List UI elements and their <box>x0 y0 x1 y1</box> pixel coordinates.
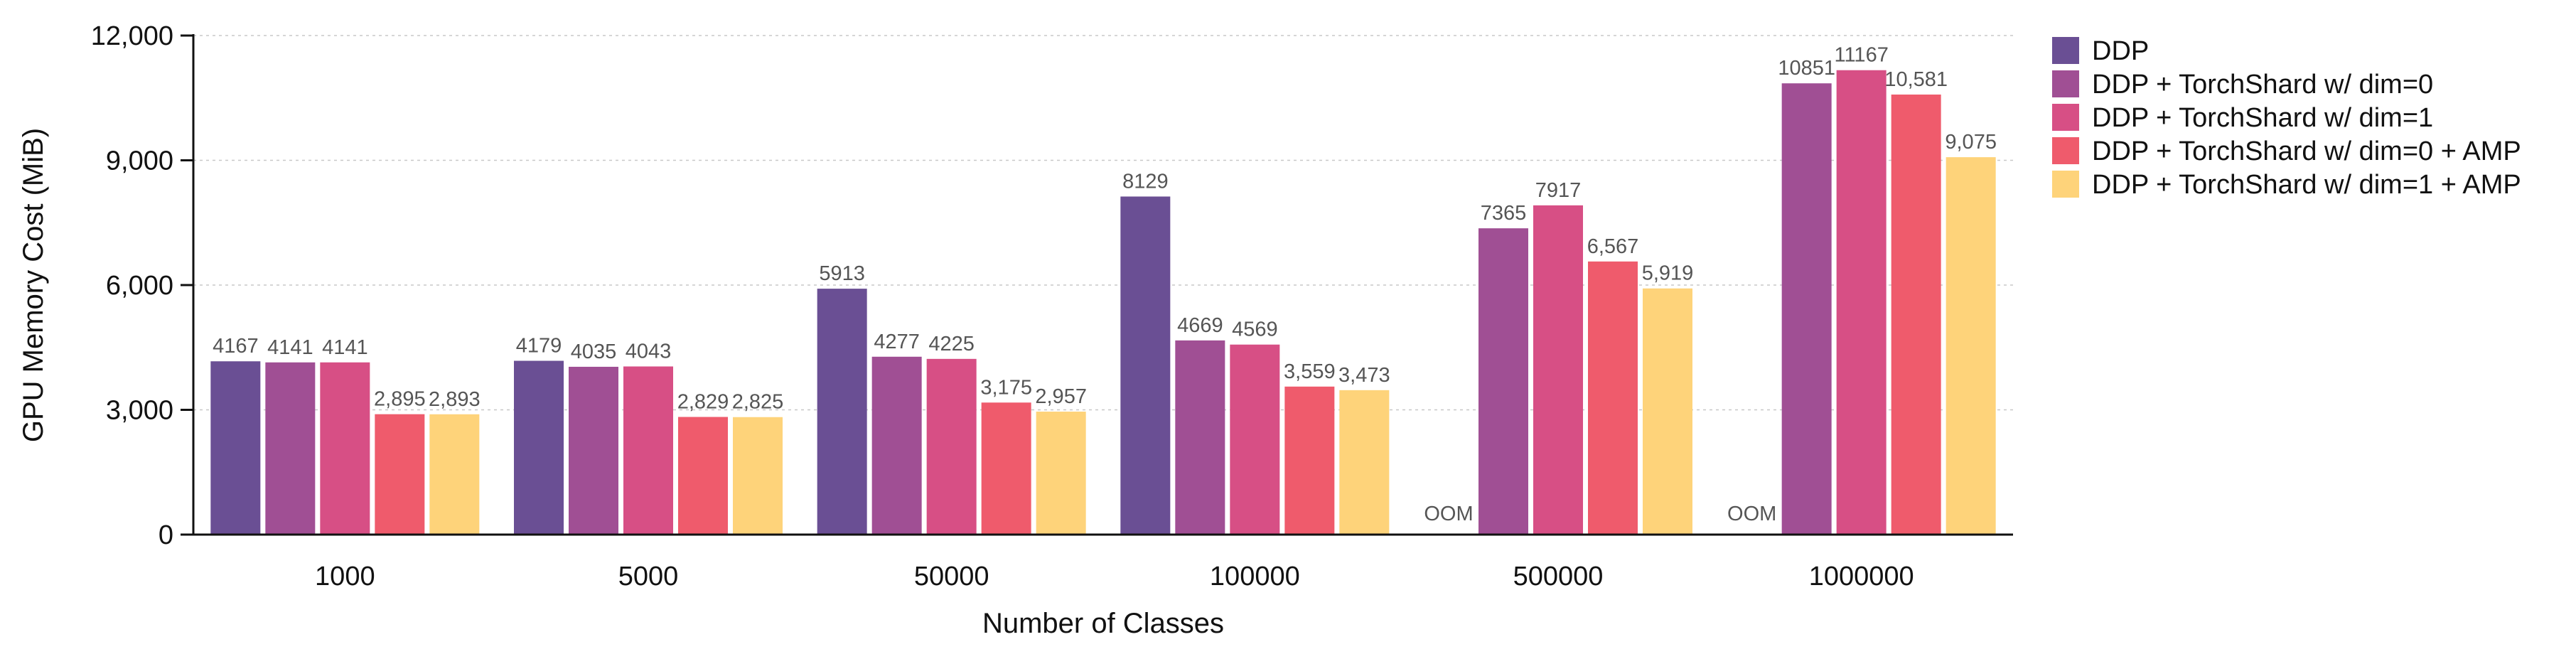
bar-value-label: 2,825 <box>732 391 784 414</box>
bar-value-label: 8129 <box>1122 170 1169 193</box>
bar-value-label: 3,559 <box>1284 360 1336 383</box>
bar-value-label: 4141 <box>322 336 368 359</box>
bar <box>733 417 783 535</box>
bar <box>1588 261 1638 535</box>
bar <box>926 358 977 535</box>
x-axis-ticks: 1000 5000 50000 100000 500000 1000000 <box>315 562 1914 591</box>
bar-value-label: 4569 <box>1232 318 1278 341</box>
bar <box>210 361 261 535</box>
y-tick-label: 6,000 <box>106 271 173 301</box>
bar-value-label: 2,893 <box>429 388 481 411</box>
x-tick-label: 1000 <box>315 562 375 591</box>
bar <box>1478 228 1528 535</box>
bar <box>265 362 316 535</box>
bar <box>569 366 618 535</box>
bars <box>210 70 1996 535</box>
x-tick-label: 50000 <box>914 562 989 591</box>
bar <box>817 289 867 535</box>
legend-label: DDP + TorchShard w/ dim=0 <box>2092 70 2433 100</box>
oom-label: OOM <box>1424 503 1473 525</box>
bar <box>429 414 480 535</box>
bar-value-label: 4277 <box>874 331 920 353</box>
bar <box>1284 386 1335 535</box>
legend-swatch <box>2052 37 2079 64</box>
legend-swatch <box>2052 70 2079 97</box>
y-axis-title: GPU Memory Cost (MiB) <box>18 128 49 442</box>
bar <box>1230 344 1280 535</box>
oom-label: OOM <box>1727 503 1776 525</box>
bar-value-label: 4141 <box>267 336 313 359</box>
bar-value-label: 10,581 <box>1884 68 1948 91</box>
x-tick-label: 5000 <box>618 562 679 591</box>
bar <box>871 356 922 535</box>
bar-value-label: 10851 <box>1778 57 1835 80</box>
bar-value-label: 3,175 <box>980 376 1032 399</box>
bar <box>320 362 370 535</box>
bar <box>1120 196 1171 535</box>
bar-value-label: 4179 <box>516 335 562 358</box>
legend-label: DDP + TorchShard w/ dim=1 + AMP <box>2092 170 2521 200</box>
bar <box>1891 95 1941 535</box>
bar-value-label: 6,567 <box>1587 235 1639 258</box>
bar <box>514 360 564 535</box>
bar-value-label: 2,829 <box>677 391 729 414</box>
legend-label: DDP <box>2092 36 2149 66</box>
x-tick-label: 100000 <box>1210 562 1300 591</box>
bar-value-label: 4043 <box>626 340 672 363</box>
bar-value-label: 11167 <box>1834 44 1888 67</box>
bar-value-label: 4167 <box>213 335 259 358</box>
x-tick-label: 500000 <box>1513 562 1604 591</box>
bar <box>1946 157 1996 535</box>
x-tick-label: 1000000 <box>1809 562 1914 591</box>
bar <box>1175 340 1225 535</box>
y-tick-label: 0 <box>159 520 173 550</box>
bar-value-label: 7917 <box>1535 179 1582 202</box>
gridlines <box>193 35 2015 411</box>
legend-swatch <box>2052 171 2079 198</box>
bar <box>1781 83 1832 535</box>
bar-value-label: 2,895 <box>374 388 426 411</box>
legend-swatch <box>2052 104 2079 131</box>
bar-value-label: 9,075 <box>1945 131 1997 154</box>
bar-value-label: 7365 <box>1481 202 1527 225</box>
bar <box>375 414 425 535</box>
bar-value-label: 5913 <box>819 262 865 285</box>
bar <box>1836 70 1887 535</box>
bar <box>1036 412 1086 535</box>
bar <box>1643 288 1692 535</box>
bar-value-label: 3,473 <box>1338 364 1390 387</box>
legend-swatch <box>2052 137 2079 164</box>
bar <box>981 402 1031 535</box>
bar-value-label: 4035 <box>571 341 617 363</box>
y-axis-ticks: 0 3,000 6,000 9,000 12,000 <box>91 21 193 550</box>
y-tick-label: 9,000 <box>106 146 173 176</box>
legend-label: DDP + TorchShard w/ dim=0 + AMP <box>2092 136 2521 166</box>
bar-value-label: 2,957 <box>1035 385 1087 408</box>
x-axis-title: Number of Classes <box>982 608 1224 639</box>
bar <box>1533 205 1583 535</box>
y-tick-label: 12,000 <box>91 21 173 51</box>
bar <box>1339 390 1390 535</box>
legend-label: DDP + TorchShard w/ dim=1 <box>2092 103 2433 133</box>
bar <box>678 417 728 535</box>
bar-value-label: 4225 <box>928 333 975 355</box>
bar <box>623 366 673 535</box>
bar-value-label: 4669 <box>1177 314 1223 337</box>
y-tick-label: 3,000 <box>106 396 173 426</box>
bar-value-label: 5,919 <box>1642 262 1694 285</box>
